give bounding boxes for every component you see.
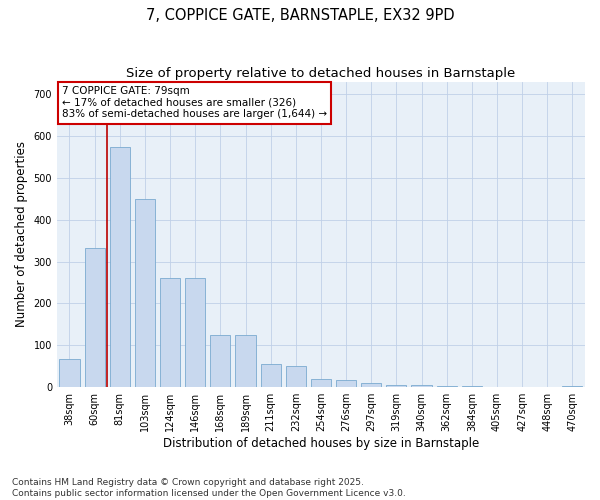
Bar xyxy=(135,199,155,387)
Bar xyxy=(311,379,331,387)
Bar xyxy=(185,278,205,387)
Text: 7 COPPICE GATE: 79sqm
← 17% of detached houses are smaller (326)
83% of semi-det: 7 COPPICE GATE: 79sqm ← 17% of detached … xyxy=(62,86,328,120)
Bar xyxy=(211,335,230,387)
Bar xyxy=(386,384,406,387)
Bar xyxy=(437,386,457,387)
Y-axis label: Number of detached properties: Number of detached properties xyxy=(15,142,28,328)
Bar xyxy=(562,386,583,387)
Bar xyxy=(260,364,281,387)
Bar xyxy=(59,358,80,387)
Bar xyxy=(160,278,180,387)
Bar xyxy=(235,335,256,387)
Title: Size of property relative to detached houses in Barnstaple: Size of property relative to detached ho… xyxy=(127,68,515,80)
Bar xyxy=(110,146,130,387)
Bar xyxy=(286,366,306,387)
Text: Contains HM Land Registry data © Crown copyright and database right 2025.
Contai: Contains HM Land Registry data © Crown c… xyxy=(12,478,406,498)
Bar xyxy=(85,248,104,387)
Text: 7, COPPICE GATE, BARNSTAPLE, EX32 9PD: 7, COPPICE GATE, BARNSTAPLE, EX32 9PD xyxy=(146,8,454,22)
Bar xyxy=(361,383,382,387)
Bar xyxy=(336,380,356,387)
Bar xyxy=(412,385,431,387)
X-axis label: Distribution of detached houses by size in Barnstaple: Distribution of detached houses by size … xyxy=(163,437,479,450)
Bar xyxy=(462,386,482,387)
